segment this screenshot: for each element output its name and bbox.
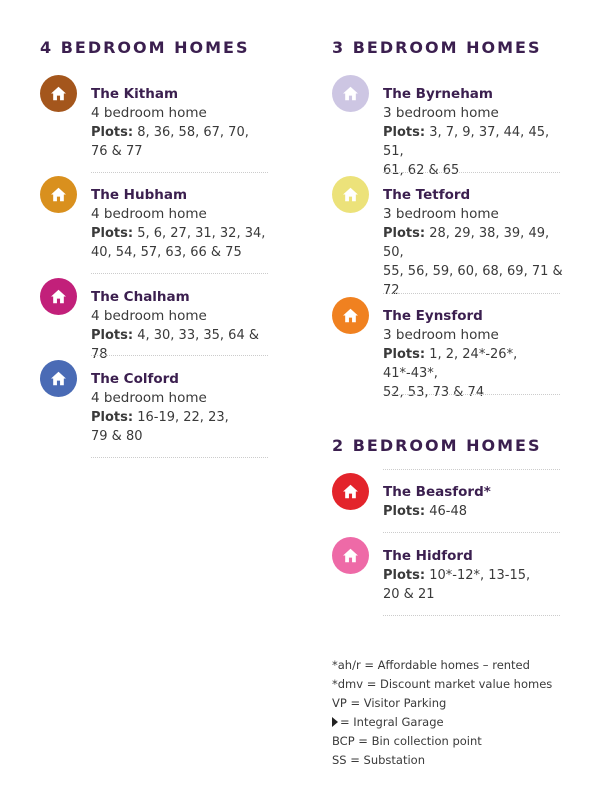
home-name: The Byrneham: [383, 86, 493, 102]
home-type: 3 bedroom home: [383, 206, 499, 222]
plots-line: 55, 56, 59, 60, 68, 69, 71 &: [383, 264, 563, 279]
plots-line: 20 & 21: [383, 587, 435, 602]
plots-line: 1, 2, 24*-26*, 41*-43*,: [383, 347, 518, 381]
home-name: The Eynsford: [383, 308, 483, 324]
divider: [91, 172, 268, 173]
plots-line: 8, 36, 58, 67, 70,: [137, 125, 249, 140]
note-visitor-parking: VP = Visitor Parking: [332, 696, 447, 710]
home-type: 3 bedroom home: [383, 105, 499, 121]
house-icon: [332, 537, 369, 574]
note-bin-collection: BCP = Bin collection point: [332, 734, 482, 748]
house-icon: [40, 176, 77, 213]
home-plots: Plots: 28, 29, 38, 39, 49, 50, 55, 56, 59…: [383, 224, 563, 300]
plots-line: 52, 53, 73 & 74: [383, 385, 485, 400]
home-type: 4 bedroom home: [91, 206, 207, 222]
note-affordable-rented: *ah/r = Affordable homes – rented: [332, 658, 530, 672]
note-discount-market-value: *dmv = Discount market value homes: [332, 677, 553, 691]
home-name: The Hidford: [383, 548, 473, 564]
plots-label: Plots:: [91, 410, 134, 425]
plots-label: Plots:: [383, 347, 426, 362]
home-name: The Tetford: [383, 187, 471, 203]
legend-notes: *ah/r = Affordable homes – rented *dmv =…: [332, 656, 572, 770]
house-icon: [40, 75, 77, 112]
plots-line: 40, 54, 57, 63, 66 & 75: [91, 245, 242, 260]
house-icon: [40, 360, 77, 397]
divider: [91, 457, 268, 458]
home-type: 4 bedroom home: [91, 105, 207, 121]
divider: [91, 355, 268, 356]
divider: [383, 293, 560, 294]
plots-line: 3, 7, 9, 37, 44, 45, 51,: [383, 125, 550, 159]
plots-line: 61, 62 & 65: [383, 163, 460, 178]
home-plots: Plots: 5, 6, 27, 31, 32, 34, 40, 54, 57, …: [91, 224, 271, 262]
house-icon: [40, 278, 77, 315]
plots-line: 4, 30, 33, 35, 64 & 78: [91, 328, 259, 362]
plots-label: Plots:: [383, 226, 426, 241]
home-name: The Chalham: [91, 289, 190, 305]
plots-label: Plots:: [91, 328, 134, 343]
plots-label: Plots:: [383, 504, 426, 519]
plots-line: 16-19, 22, 23,: [137, 410, 229, 425]
section-heading-3-bedroom: 3 BEDROOM HOMES: [332, 38, 542, 57]
home-type: 4 bedroom home: [91, 308, 207, 324]
home-plots: Plots: 1, 2, 24*-26*, 41*-43*, 52, 53, 73…: [383, 345, 563, 402]
plots-label: Plots:: [91, 226, 134, 241]
home-type: 4 bedroom home: [91, 390, 207, 406]
plots-line: 79 & 80: [91, 429, 143, 444]
home-name: The Kitham: [91, 86, 179, 102]
section-heading-4-bedroom: 4 BEDROOM HOMES: [40, 38, 250, 57]
plots-line: 5, 6, 27, 31, 32, 34,: [137, 226, 266, 241]
section-heading-2-bedroom: 2 BEDROOM HOMES: [332, 436, 542, 455]
divider: [91, 273, 268, 274]
home-plots: Plots: 3, 7, 9, 37, 44, 45, 51, 61, 62 & …: [383, 123, 563, 180]
house-icon: [332, 297, 369, 334]
note-substation: SS = Substation: [332, 753, 426, 767]
plots-label: Plots:: [91, 125, 134, 140]
home-type: 3 bedroom home: [383, 327, 499, 343]
note-integral-garage-text: = Integral Garage: [340, 715, 444, 729]
home-plots: Plots: 8, 36, 58, 67, 70, 76 & 77: [91, 123, 271, 161]
note-integral-garage: = Integral Garage: [332, 713, 572, 732]
home-plots: Plots: 16-19, 22, 23, 79 & 80: [91, 408, 271, 446]
home-plots: Plots: 46-48: [383, 502, 563, 521]
plots-line: 10*-12*, 13-15,: [429, 568, 531, 583]
plots-line: 46-48: [429, 504, 467, 519]
triangle-right-icon: [332, 717, 338, 727]
house-icon: [332, 176, 369, 213]
plots-label: Plots:: [383, 568, 426, 583]
plots-label: Plots:: [383, 125, 426, 140]
plots-line: 76 & 77: [91, 144, 143, 159]
divider: [383, 615, 560, 616]
home-plots: Plots: 4, 30, 33, 35, 64 & 78: [91, 326, 271, 364]
house-icon: [332, 473, 369, 510]
home-name: The Beasford*: [383, 484, 491, 500]
divider: [383, 172, 560, 173]
divider: [383, 394, 560, 395]
plots-line: 28, 29, 38, 39, 49, 50,: [383, 226, 550, 260]
divider: [383, 532, 560, 533]
house-icon: [332, 75, 369, 112]
home-name: The Hubham: [91, 187, 188, 203]
home-name: The Colford: [91, 371, 179, 387]
divider: [383, 469, 560, 470]
home-plots: Plots: 10*-12*, 13-15, 20 & 21: [383, 566, 563, 604]
plots-line: 72: [383, 283, 400, 298]
